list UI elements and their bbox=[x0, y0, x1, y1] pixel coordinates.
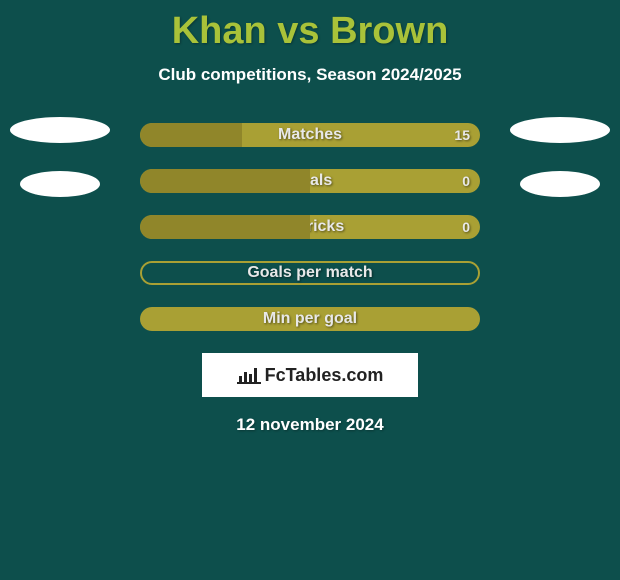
logo-box: FcTables.com bbox=[202, 353, 418, 397]
player-dots-left bbox=[10, 117, 110, 225]
stat-bar: Goals per match bbox=[140, 261, 480, 285]
stat-bar: Hattricks0 bbox=[140, 215, 480, 239]
stat-value: 0 bbox=[462, 219, 470, 235]
stat-label: Min per goal bbox=[263, 310, 357, 328]
stat-value: 0 bbox=[462, 173, 470, 189]
logo-label: FcTables.com bbox=[265, 365, 384, 386]
stat-value: 15 bbox=[454, 127, 470, 143]
subtitle: Club competitions, Season 2024/2025 bbox=[0, 65, 620, 85]
stats-container: Matches 15 Goals0 Hattricks0 Goals per match… bbox=[0, 123, 620, 331]
stat-label: Goals per match bbox=[247, 264, 372, 282]
page-title: Khan vs Brown bbox=[0, 0, 620, 53]
logo-text: FcTables.com bbox=[237, 365, 384, 386]
stat-label: Matches bbox=[278, 126, 342, 144]
stat-bar: Min per goal bbox=[140, 307, 480, 331]
stat-bar: Matches 15 bbox=[140, 123, 480, 147]
chart-icon bbox=[237, 366, 261, 384]
stat-fill bbox=[140, 169, 310, 193]
player-dots-right bbox=[510, 117, 610, 225]
stat-bar: Goals0 bbox=[140, 169, 480, 193]
player-ellipse bbox=[510, 117, 610, 143]
player-ellipse bbox=[520, 171, 600, 197]
date-text: 12 november 2024 bbox=[0, 415, 620, 435]
player-ellipse bbox=[10, 117, 110, 143]
stat-fill bbox=[140, 215, 310, 239]
stat-fill bbox=[140, 123, 242, 147]
player-ellipse bbox=[20, 171, 100, 197]
